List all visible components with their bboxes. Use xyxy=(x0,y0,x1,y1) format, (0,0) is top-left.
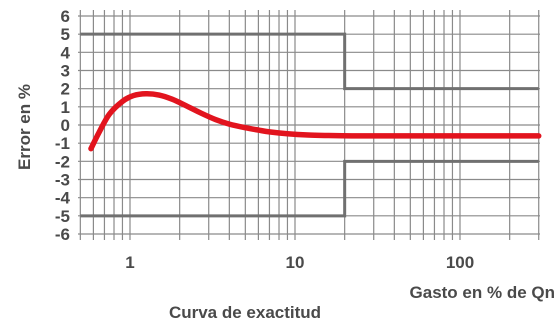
y-tick-label: -5 xyxy=(55,207,70,226)
y-tick-label: 4 xyxy=(61,43,71,62)
tolerance-limits xyxy=(80,32,539,218)
y-tick-label: 6 xyxy=(61,7,70,26)
lower-limit-line xyxy=(80,159,539,218)
y-tick-label: -6 xyxy=(55,225,70,244)
x-tick-label: 10 xyxy=(286,253,305,272)
y-tick-label: -2 xyxy=(55,152,70,171)
accuracy-curve xyxy=(88,90,542,152)
grid xyxy=(78,10,540,240)
x-axis-label: Gasto en % de Qn xyxy=(410,283,555,302)
upper-limit-line xyxy=(80,32,539,91)
y-tick-label: 1 xyxy=(61,98,70,117)
y-tick-label: 0 xyxy=(61,116,70,135)
y-axis-label: Error en % xyxy=(15,84,34,170)
chart-title: Curva de exactitud xyxy=(169,303,321,322)
y-tick-label: -3 xyxy=(55,171,70,190)
y-tick-label: 2 xyxy=(61,80,70,99)
y-tick-label: 5 xyxy=(61,25,70,44)
y-tick-label: -1 xyxy=(55,134,70,153)
accuracy-curve-line xyxy=(88,90,542,152)
y-tick-label: -4 xyxy=(55,189,71,208)
y-tick-label: 3 xyxy=(61,62,70,81)
x-tick-label: 100 xyxy=(446,253,474,272)
x-tick-label: 1 xyxy=(125,253,134,272)
